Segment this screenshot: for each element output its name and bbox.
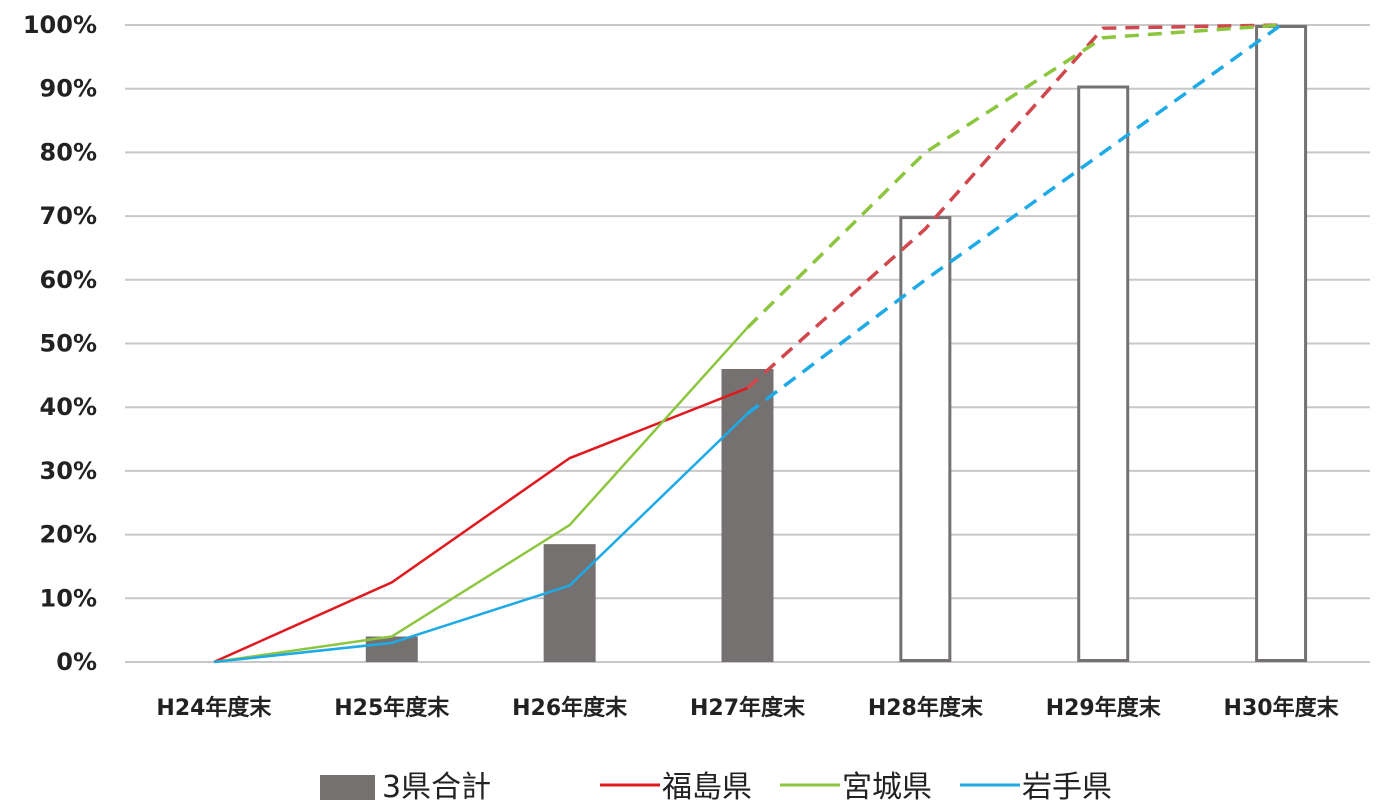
x-axis-tick-labels: H24年度末 H25年度末 H26年度末 H27年度末 H28年度末 H29年度末 H30年… xyxy=(156,695,1339,721)
y-tick-label: 10% xyxy=(40,584,97,612)
x-tick-label: H27年度末 xyxy=(690,695,806,721)
legend-label: 岩手県 xyxy=(1022,770,1112,800)
y-tick-label: 20% xyxy=(40,521,97,549)
x-tick-label: H29年度末 xyxy=(1046,695,1162,721)
y-tick-label: 40% xyxy=(40,393,97,421)
series-line-actual xyxy=(213,326,749,664)
y-tick-label: 50% xyxy=(40,330,97,358)
legend-label: 宮城県 xyxy=(842,770,932,800)
series-line-planned xyxy=(746,23,1282,329)
y-tick-label: 60% xyxy=(40,266,97,294)
y-axis-tick-labels: 0% 10% 20% 30% 40% 50% 60% 70% 80% 90% 100% xyxy=(23,11,97,676)
series-line-actual xyxy=(213,412,749,664)
x-tick-label: H26年度末 xyxy=(512,695,628,721)
x-tick-label: H24年度末 xyxy=(156,695,272,721)
x-tick-label: H25年度末 xyxy=(334,695,450,721)
series-line-planned xyxy=(746,23,1283,415)
y-tick-label: 100% xyxy=(23,11,97,39)
x-tick-label: H28年度末 xyxy=(868,695,984,721)
series-lines xyxy=(213,23,1283,664)
legend-label: 福島県 xyxy=(662,770,752,800)
legend: 3県合計 福島県 宮城県 岩手県 xyxy=(320,770,1112,800)
y-tick-label: 80% xyxy=(40,138,97,166)
legend-bar-swatch xyxy=(320,775,375,800)
bar xyxy=(365,636,418,662)
bar-planned xyxy=(899,216,952,662)
bars xyxy=(365,25,1308,662)
bar-planned xyxy=(1255,25,1308,662)
legend-label: 3県合計 xyxy=(382,770,491,800)
y-tick-label: 70% xyxy=(40,202,97,230)
y-tick-label: 0% xyxy=(56,648,97,676)
y-tick-label: 30% xyxy=(40,457,97,485)
bar xyxy=(721,368,774,662)
bar-planned xyxy=(1077,85,1130,662)
y-tick-label: 90% xyxy=(40,75,97,103)
series-line-planned xyxy=(746,23,1282,390)
bar xyxy=(543,544,596,662)
series-line-actual xyxy=(213,386,748,664)
x-tick-label: H30年度末 xyxy=(1224,695,1340,721)
